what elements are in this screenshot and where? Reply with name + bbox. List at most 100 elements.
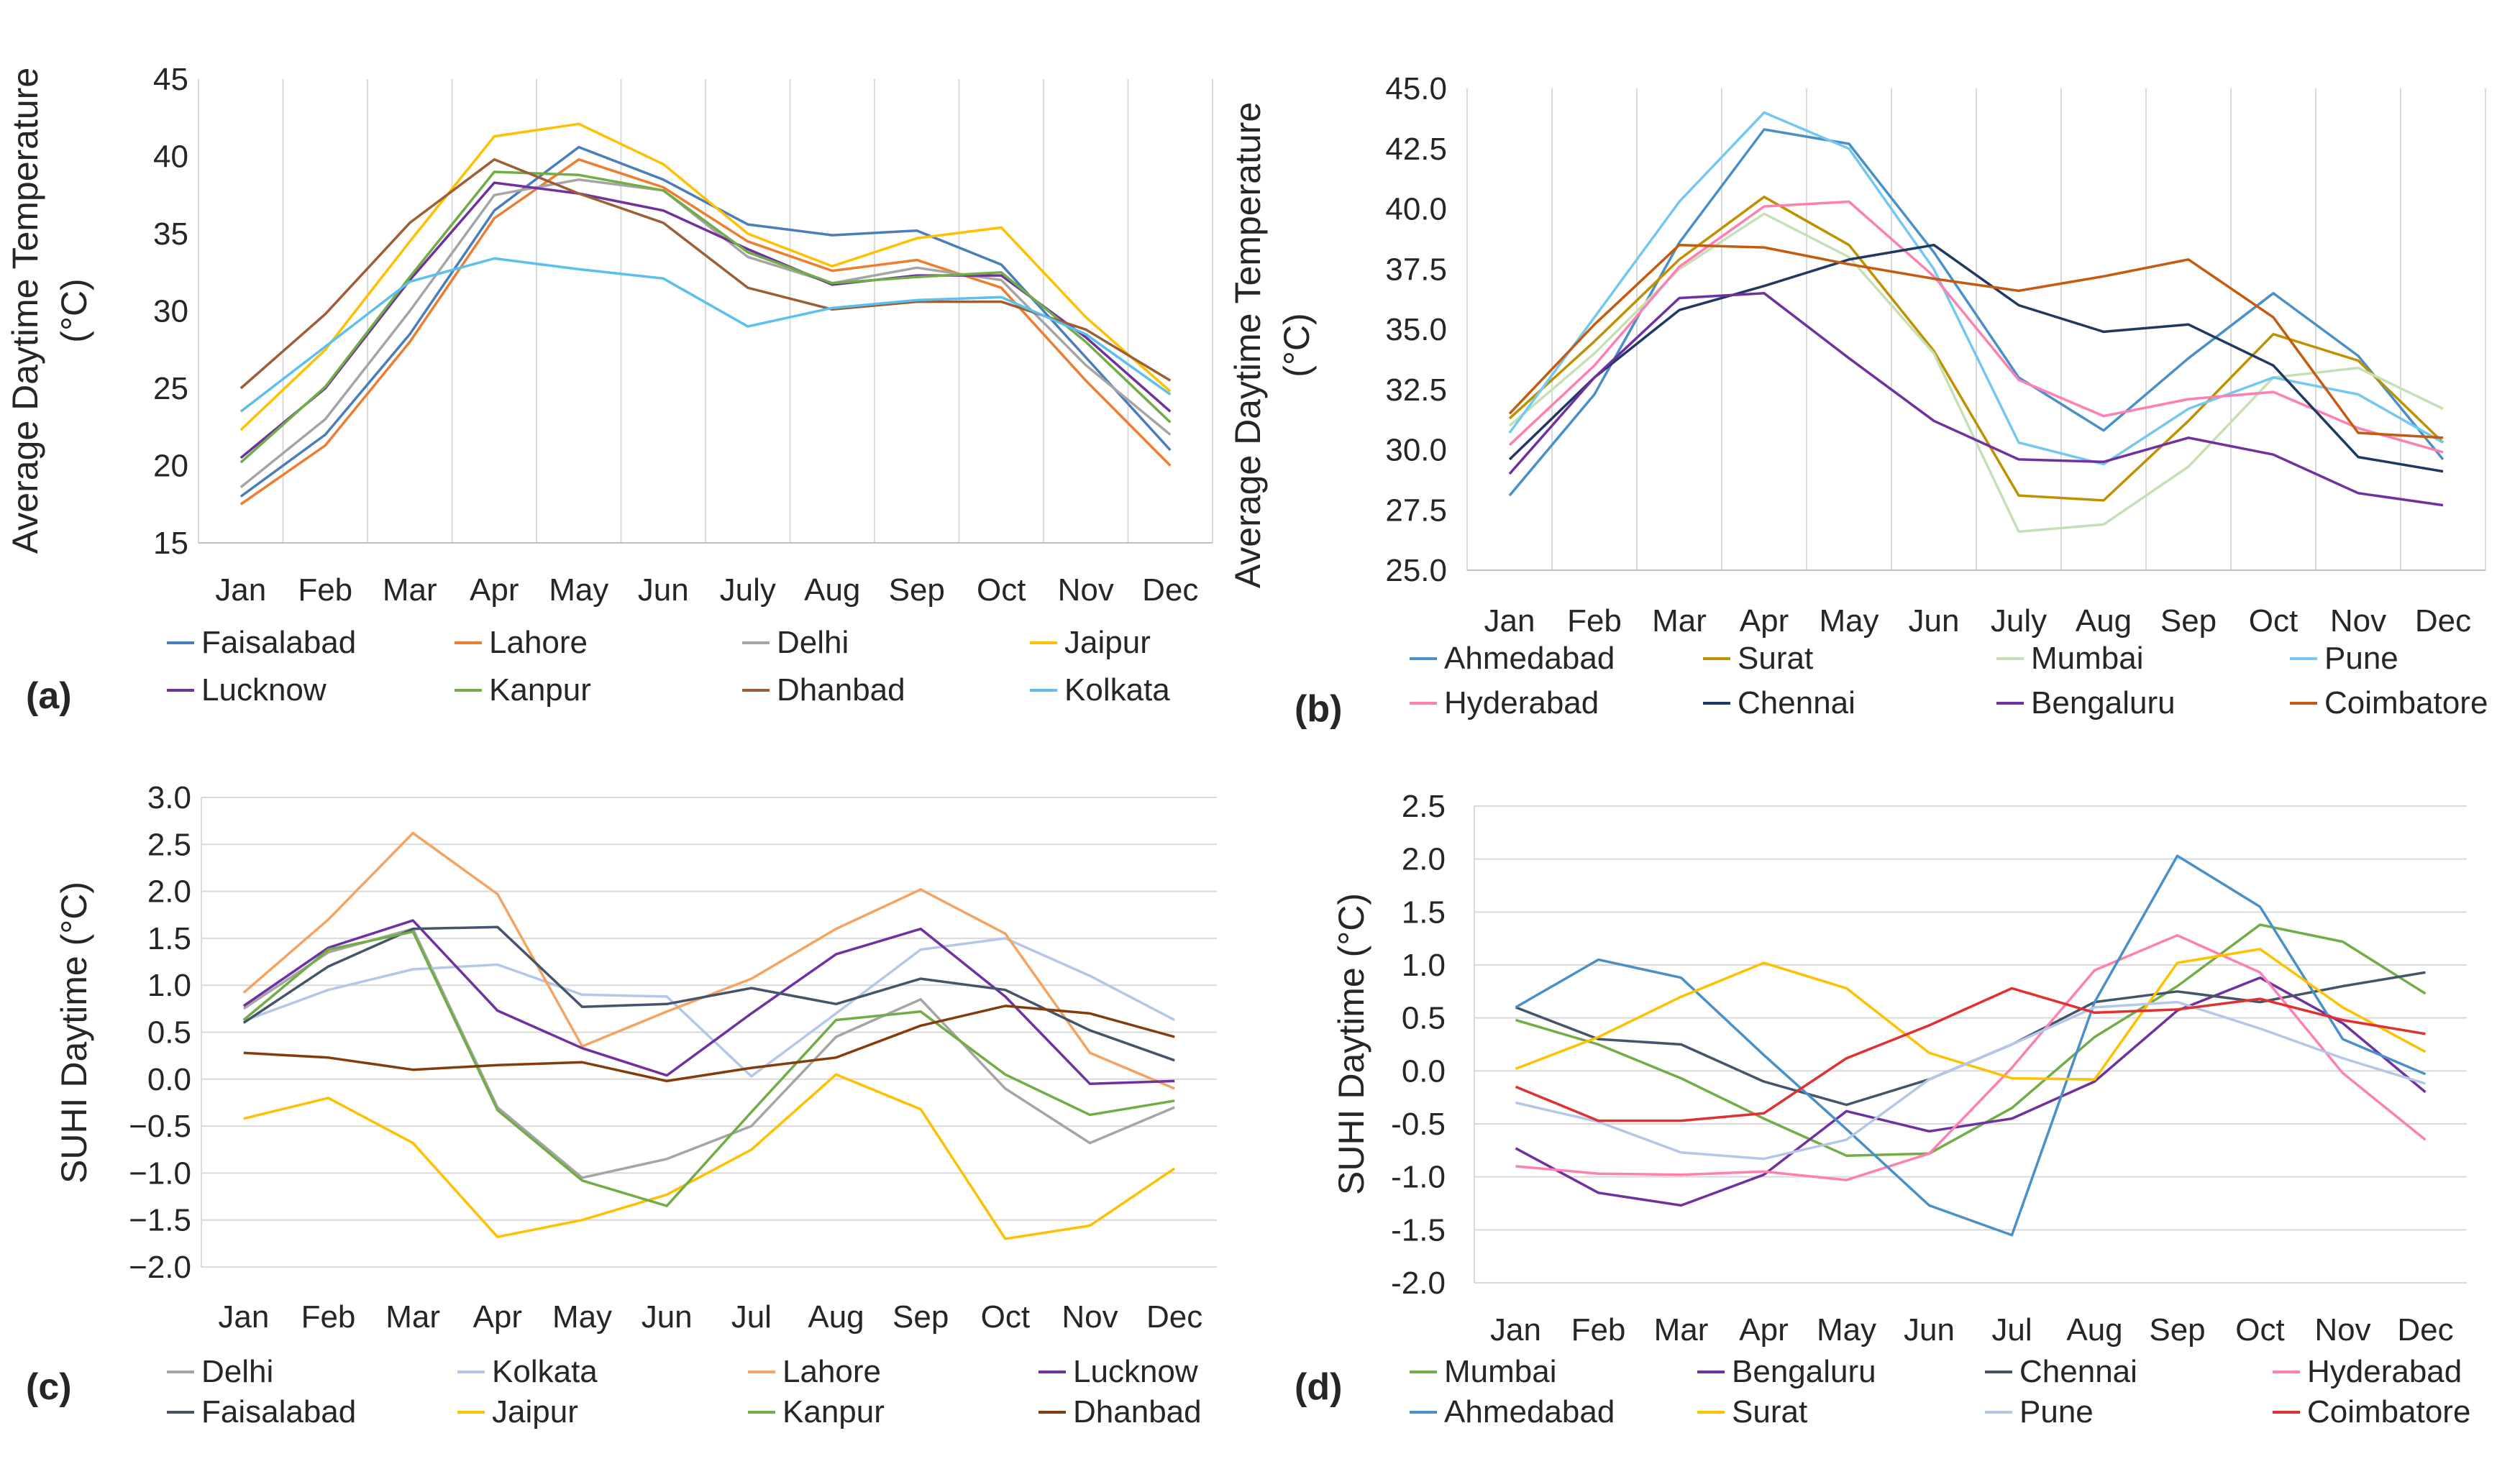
series-line-surat — [1515, 948, 2427, 1081]
legend-label-hyderabad: Hyderabad — [1444, 685, 1599, 720]
y-tick-label: 1.5 — [1402, 895, 1446, 930]
y-tick-label: −1.0 — [129, 1156, 191, 1191]
x-tick-label: May — [1817, 1312, 1876, 1348]
series-lines — [239, 122, 1172, 505]
y-tick-label: -2.0 — [1391, 1266, 1446, 1301]
legend-label-coimbatore: Coimbatore — [2307, 1394, 2470, 1429]
y-tick-label: 32.5 — [1385, 372, 1447, 408]
y-tick-label: 30.0 — [1385, 433, 1447, 468]
series-line-kanpur — [239, 170, 1172, 464]
y-tick-label: 35 — [153, 216, 188, 252]
gridlines — [1474, 805, 2467, 1284]
y-axis-label: Average Daytime Temperature (°C) — [1228, 102, 1317, 588]
x-tick-label: Aug — [808, 1299, 864, 1335]
series-line-lucknow — [239, 181, 1172, 459]
series-line-lahore — [242, 831, 1175, 1090]
x-tick-label: Feb — [1571, 1312, 1626, 1348]
legend-label-chennai: Chennai — [2019, 1354, 2137, 1389]
legend-label-delhi: Delhi — [201, 1354, 273, 1389]
x-tick-label: Oct — [2235, 1312, 2284, 1348]
series-line-kolkata — [239, 257, 1172, 413]
x-tick-labels: Jan Feb Mar Apr May Jun July Aug Sep Oct Nov Dec — [1484, 603, 2472, 639]
legend-label-surat: Surat — [1738, 641, 1813, 676]
x-tick-label: Feb — [301, 1299, 356, 1335]
x-tick-label: Dec — [2415, 603, 2471, 639]
series-line-dhanbad — [239, 158, 1172, 390]
y-tick-label: −2.0 — [129, 1250, 191, 1285]
legend-label-pune: Pune — [2324, 641, 2398, 676]
series-line-coimbatore — [1515, 987, 2426, 1122]
y-axis-label-line: Average Daytime Temperature — [5, 68, 45, 554]
series-line-jaipur — [243, 1073, 1176, 1240]
series-line-pune — [1515, 1000, 2427, 1161]
legend: Ahmedabad Surat Mumbai Pune Hyderabad Chennai… — [1410, 641, 2488, 720]
y-tick-label: 45.0 — [1385, 71, 1447, 106]
series-line-bengaluru — [1508, 292, 2444, 507]
series-line-chennai — [1508, 243, 2444, 473]
legend-label-mumbai: Mumbai — [1444, 1354, 1557, 1389]
series-line-delhi — [239, 178, 1172, 488]
x-tick-label: Jul — [731, 1299, 772, 1335]
x-tick-label: Nov — [2330, 603, 2386, 639]
y-axis-label-line: (°C) — [1277, 313, 1317, 377]
x-tick-label: Jul — [1991, 1312, 2032, 1348]
x-tick-label: May — [549, 572, 608, 608]
y-tick-label: 0.0 — [147, 1062, 191, 1097]
legend-label-mumbai: Mumbai — [2031, 641, 2144, 676]
x-tick-label: Sep — [2149, 1312, 2205, 1348]
x-tick-label: Apr — [1740, 603, 1789, 639]
x-tick-labels: Jan Feb Mar Apr May Jun Jul Aug Sep Oct Nov Dec — [218, 1299, 1202, 1335]
x-tick-label: Jan — [1490, 1312, 1541, 1348]
legend-label-kolkata: Kolkata — [492, 1354, 598, 1389]
x-tick-label: Jan — [1484, 603, 1535, 639]
x-tick-label: Oct — [2249, 603, 2298, 639]
legend-label-delhi: Delhi — [777, 625, 849, 660]
legend-label-lahore: Lahore — [489, 625, 588, 660]
series-line-kanpur — [242, 930, 1175, 1207]
y-tick-label: 35.0 — [1385, 312, 1447, 347]
x-tick-label: Aug — [804, 572, 860, 608]
y-axis-label-line: SUHI Daytime (°C) — [1331, 893, 1371, 1195]
x-tick-label: Mar — [385, 1299, 440, 1335]
x-tick-label: Jun — [642, 1299, 693, 1335]
chart-panel-b: 25.0 27.5 30.0 32.5 35.0 37.5 40.0 42.5 45.0 Jan F… — [1228, 71, 2488, 730]
series-lines — [242, 831, 1176, 1240]
x-tick-label: Feb — [1567, 603, 1622, 639]
y-axis-label: SUHI Daytime (°C) — [54, 882, 94, 1184]
x-tick-label: Sep — [2160, 603, 2217, 639]
chart-panel-c: −2.0 −1.5 −1.0 −0.5 0.0 0.5 1.0 1.5 2.0 2.5 3.0 Jan… — [26, 780, 1217, 1429]
series-line-hyderabad — [1515, 933, 2427, 1181]
x-tick-label: Feb — [298, 572, 352, 608]
x-tick-label: Jun — [638, 572, 689, 608]
x-tick-label: May — [1819, 603, 1878, 639]
y-tick-label: 37.5 — [1385, 252, 1447, 287]
x-tick-label: Mar — [1654, 1312, 1709, 1348]
legend-label-bengaluru: Bengaluru — [2031, 685, 2176, 720]
series-lines — [1515, 854, 2427, 1237]
y-tick-label: 2.0 — [1402, 842, 1446, 877]
y-tick-label: -0.5 — [1391, 1107, 1446, 1142]
y-tick-label: 3.0 — [147, 780, 191, 815]
y-tick-label: 30 — [153, 294, 188, 329]
x-tick-label: Nov — [2314, 1312, 2370, 1348]
legend-label-faisalabad: Faisalabad — [201, 1394, 356, 1429]
legend-label-dhanbad: Dhanbad — [777, 672, 905, 708]
legend-label-kanpur: Kanpur — [782, 1394, 885, 1429]
legend-label-hyderabad: Hyderabad — [2307, 1354, 2462, 1389]
x-tick-labels: Jan Feb Mar Apr May Jun July Aug Sep Oct Nov Dec — [215, 572, 1198, 608]
y-axis-label-line: (°C) — [54, 278, 94, 342]
panel-label: (b) — [1295, 688, 1342, 730]
legend: Mumbai Bengaluru Chennai Hyderabad Ahmedabad… — [1410, 1354, 2470, 1429]
y-tick-labels: −2.0 −1.5 −1.0 −0.5 0.0 0.5 1.0 1.5 2.0 2.5 3.0 — [129, 780, 191, 1285]
legend-label-bengaluru: Bengaluru — [1732, 1354, 1876, 1389]
x-tick-label: Mar — [1652, 603, 1707, 639]
y-tick-labels: 15 20 25 30 35 40 45 — [153, 62, 188, 561]
y-axis-label-line: Average Daytime Temperature — [1228, 102, 1268, 588]
series-line-delhi — [242, 928, 1175, 1179]
x-tick-label: May — [552, 1299, 612, 1335]
y-tick-label: −1.5 — [129, 1203, 191, 1238]
y-axis-label: SUHI Daytime (°C) — [1331, 893, 1371, 1195]
y-tick-label: 0.5 — [1402, 1001, 1446, 1036]
x-tick-label: Sep — [892, 1299, 949, 1335]
y-tick-label: 2.5 — [1402, 789, 1446, 824]
